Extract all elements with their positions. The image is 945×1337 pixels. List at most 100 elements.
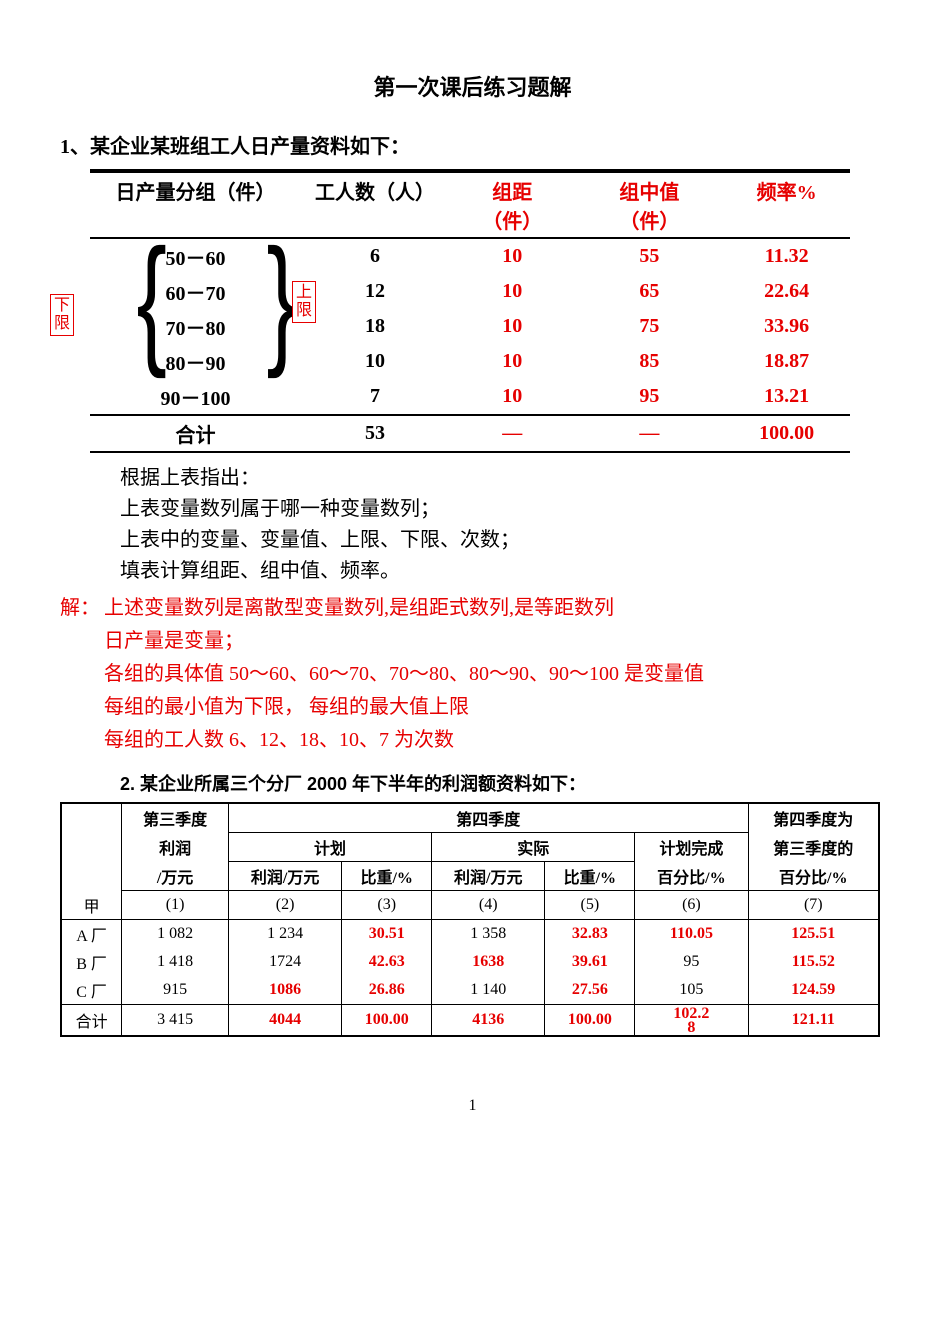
- t2-name: A 厂: [61, 919, 122, 948]
- t1-n: 6: [301, 238, 449, 274]
- table1: 日产量分组（件） 工人数（人） 组距（件） 组中值（件） 频率% 50－6061…: [90, 169, 850, 453]
- t2-h-q3c: /万元: [122, 862, 229, 891]
- t2-c1: 1 082: [122, 919, 229, 948]
- t2-c7: 115.52: [748, 948, 879, 976]
- t1-n: 18: [301, 309, 449, 344]
- t2-rn-5: (5): [545, 891, 635, 920]
- t2-c5: 27.56: [545, 976, 635, 1005]
- page-number: 1: [60, 1097, 885, 1115]
- t2-h-ratio-a: 第四季度为: [748, 803, 879, 833]
- t1-w: 10: [449, 238, 576, 274]
- table-row: A 厂1 0821 23430.511 35832.83110.05125.51: [61, 919, 879, 948]
- table-row: 50－606105511.32: [90, 238, 850, 274]
- t1-total-freq: 100.00: [723, 415, 850, 452]
- table-row: 70－8018107533.96: [90, 309, 850, 344]
- t1-mid: 55: [576, 238, 724, 274]
- t2-rn-4: (4): [432, 891, 545, 920]
- t2-c7: 124.59: [748, 976, 879, 1005]
- t1-freq: 33.96: [723, 309, 850, 344]
- t2-h-plan-profit: 利润/万元: [228, 862, 341, 891]
- t2-total-7: 121.11: [748, 1004, 879, 1036]
- page-title: 第一次课后练习题解: [60, 70, 885, 102]
- upper-limit-box: 上限: [292, 281, 316, 323]
- t2-h-ratio-b: 第三季度的: [748, 833, 879, 862]
- t2-h-ratio-c: 百分比/%: [748, 862, 879, 891]
- t2-rlabel: 甲: [61, 891, 122, 920]
- q1-ans-2: 各组的具体值 50～60、60～70、70～80、80～90、90～100 是变…: [104, 657, 885, 686]
- t2-h-planpct-a: 计划完成: [635, 833, 748, 862]
- t2-h-plan: 计划: [228, 833, 431, 862]
- q1-ans-1: 日产量是变量；: [104, 624, 885, 653]
- t2-c1: 1 418: [122, 948, 229, 976]
- table-row: B 厂1 418172442.63163839.6195115.52: [61, 948, 879, 976]
- t2-name: B 厂: [61, 948, 122, 976]
- table2: 第三季度 第四季度 第四季度为 利润 计划 实际 计划完成 第三季度的 /万元 …: [60, 802, 880, 1037]
- q1-heading: 1、某企业某班组工人日产量资料如下：: [60, 130, 885, 159]
- t2-c2: 1724: [228, 948, 341, 976]
- answer-prefix: 解：: [60, 597, 100, 619]
- t2-h-plan-share: 比重/%: [342, 862, 432, 891]
- t2-c4: 1638: [432, 948, 545, 976]
- t1-mid: 75: [576, 309, 724, 344]
- q1-note-3: 填表计算组距、组中值、频率。: [120, 554, 885, 583]
- t2-total-2: 4044: [228, 1004, 341, 1036]
- t2-rn-6: (6): [635, 891, 748, 920]
- t2-name: C 厂: [61, 976, 122, 1005]
- t1-h4: 组中值（件）: [576, 171, 724, 238]
- t2-h-act-profit: 利润/万元: [432, 862, 545, 891]
- t1-w: 10: [449, 309, 576, 344]
- t2-total-1: 3 415: [122, 1004, 229, 1036]
- t2-c6: 110.05: [635, 919, 748, 948]
- t2-c5: 39.61: [545, 948, 635, 976]
- t2-h-q3a: 第三季度: [122, 803, 229, 833]
- t1-mid: 95: [576, 379, 724, 415]
- t1-freq: 11.32: [723, 238, 850, 274]
- t2-c2: 1086: [228, 976, 341, 1005]
- t2-c7: 125.51: [748, 919, 879, 948]
- q1-ans-0: 上述变量数列是离散型变量数列,是组距式数列,是等距数列: [104, 597, 614, 619]
- table1-wrapper: { } 下限 上限 日产量分组（件） 工人数（人） 组距（件） 组中值（件） 频…: [90, 169, 850, 453]
- t1-total-label: 合计: [90, 415, 301, 452]
- t1-mid: 65: [576, 274, 724, 309]
- t2-rn-2: (2): [228, 891, 341, 920]
- t2-c4: 1 140: [432, 976, 545, 1005]
- q2-heading: 2. 某企业所属三个分厂 2000 年下半年的利润额资料如下：: [120, 770, 885, 796]
- t2-c3: 30.51: [342, 919, 432, 948]
- t1-h5: 频率%: [723, 171, 850, 238]
- t2-h-q3b: 利润: [122, 833, 229, 862]
- t2-c6: 105: [635, 976, 748, 1005]
- t2-c6: 95: [635, 948, 748, 976]
- t1-mid: 85: [576, 344, 724, 379]
- t1-n: 10: [301, 344, 449, 379]
- t1-total-n: 53: [301, 415, 449, 452]
- t1-w: 10: [449, 344, 576, 379]
- table-row: C 厂915108626.861 14027.56105124.59: [61, 976, 879, 1005]
- q1-ans-3: 每组的最小值为下限， 每组的最大值上限: [104, 690, 885, 719]
- t2-h-act-share: 比重/%: [545, 862, 635, 891]
- t1-w: 10: [449, 379, 576, 415]
- t1-range: 90－100: [90, 379, 301, 415]
- t2-c5: 32.83: [545, 919, 635, 948]
- t1-total-mid: —: [576, 415, 724, 452]
- t1-freq: 18.87: [723, 344, 850, 379]
- t2-rn-1: (1): [122, 891, 229, 920]
- t2-h-actual: 实际: [432, 833, 635, 862]
- t2-total-6: 102.28: [635, 1004, 748, 1036]
- q1-note-2: 上表中的变量、变量值、上限、下限、次数；: [120, 523, 885, 552]
- t1-freq: 22.64: [723, 274, 850, 309]
- t2-c3: 26.86: [342, 976, 432, 1005]
- t1-h3: 组距（件）: [449, 171, 576, 238]
- lower-limit-box: 下限: [50, 294, 74, 336]
- t2-c1: 915: [122, 976, 229, 1005]
- table-row: 60－7012106522.64: [90, 274, 850, 309]
- t2-h-planpct-b: 百分比/%: [635, 862, 748, 891]
- t1-n: 7: [301, 379, 449, 415]
- table-row: 80－9010108518.87: [90, 344, 850, 379]
- t2-total-3: 100.00: [342, 1004, 432, 1036]
- t1-total-w: —: [449, 415, 576, 452]
- left-brace: {: [137, 228, 167, 371]
- t1-h2: 工人数（人）: [301, 171, 449, 238]
- t2-rn-7: (7): [748, 891, 879, 920]
- t1-freq: 13.21: [723, 379, 850, 415]
- table-row: 90－1007109513.21: [90, 379, 850, 415]
